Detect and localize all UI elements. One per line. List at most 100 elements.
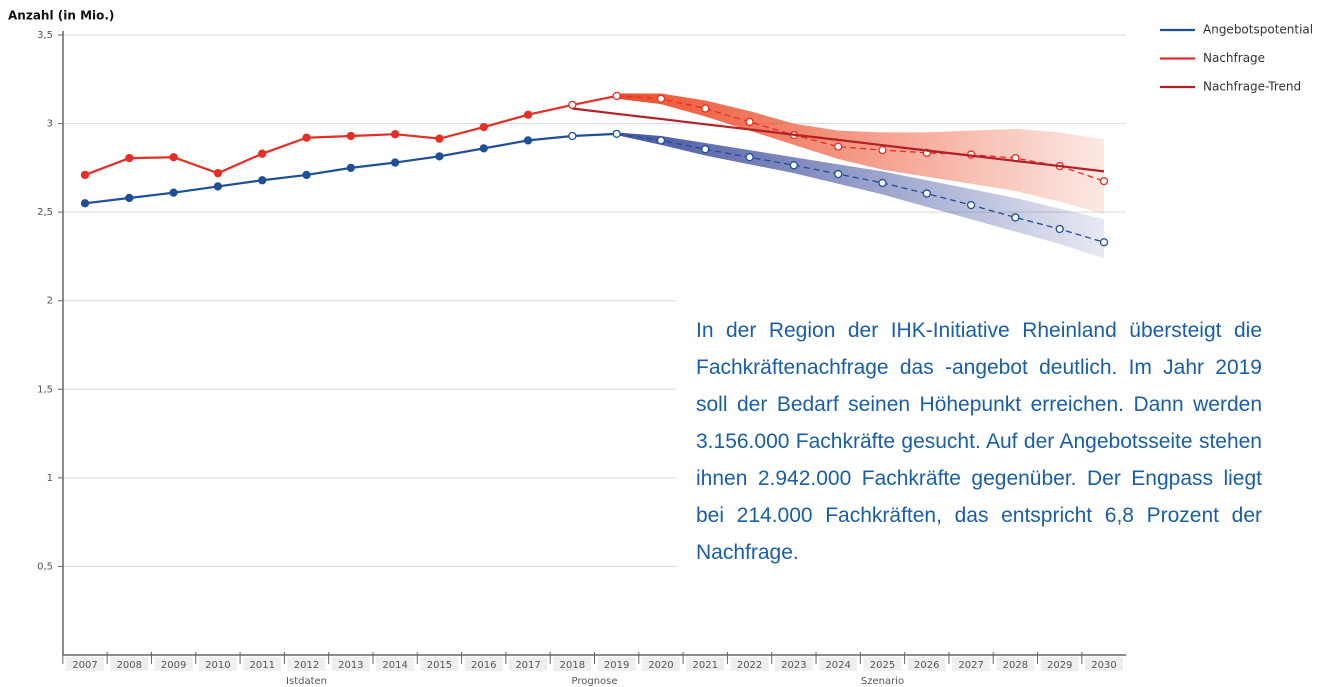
legend-label: Nachfrage bbox=[1203, 51, 1265, 65]
data-point bbox=[390, 158, 400, 167]
data-point bbox=[125, 193, 134, 203]
x-tick-label: 2008 bbox=[117, 660, 142, 671]
x-tick-box bbox=[730, 657, 769, 671]
data-point bbox=[213, 182, 223, 191]
x-tick-box bbox=[243, 657, 282, 671]
data-point bbox=[169, 153, 178, 162]
data-point bbox=[612, 91, 621, 101]
data-point bbox=[523, 136, 533, 145]
series-line bbox=[616, 133, 1105, 243]
y-tick-label: 3 bbox=[47, 119, 53, 130]
phase-label: Istdaten bbox=[286, 676, 327, 687]
data-point bbox=[435, 134, 444, 143]
data-point bbox=[834, 142, 843, 151]
y-tick-label: 0,5 bbox=[37, 561, 53, 572]
x-tick-box bbox=[819, 657, 858, 671]
x-tick-label: 2023 bbox=[781, 660, 806, 671]
data-point bbox=[80, 170, 90, 180]
data-point bbox=[1055, 224, 1064, 234]
data-point bbox=[1011, 213, 1020, 222]
x-tick-box bbox=[907, 657, 946, 671]
data-point bbox=[966, 200, 976, 210]
data-point bbox=[1099, 238, 1109, 247]
x-tick-box bbox=[1040, 657, 1079, 671]
data-point bbox=[1099, 176, 1109, 186]
x-tick-label: 2011 bbox=[249, 660, 274, 671]
y-tick-label: 2,5 bbox=[37, 207, 53, 218]
x-tick-box bbox=[863, 657, 902, 671]
x-tick-box bbox=[420, 657, 459, 671]
data-point bbox=[789, 161, 799, 170]
x-tick-label: 2012 bbox=[294, 660, 319, 671]
y-axis-label: Anzahl (in Mio.) bbox=[8, 9, 114, 23]
x-tick-label: 2009 bbox=[161, 660, 186, 671]
series-line bbox=[616, 95, 1105, 182]
x-tick-box bbox=[952, 657, 991, 671]
data-point bbox=[656, 94, 666, 103]
x-tick-label: 2025 bbox=[870, 660, 895, 671]
x-tick-label: 2020 bbox=[648, 660, 673, 671]
x-tick-label: 2022 bbox=[737, 660, 762, 671]
x-tick-box bbox=[66, 657, 104, 671]
series-line bbox=[572, 107, 1105, 173]
annotation: In der Region der IHK-Initiative Rheinla… bbox=[676, 298, 1280, 571]
data-point bbox=[745, 117, 754, 126]
x-tick-box bbox=[154, 657, 193, 671]
x-tick-label: 2010 bbox=[205, 660, 230, 671]
phase-label: Szenario bbox=[861, 676, 904, 687]
x-tick-label: 2019 bbox=[604, 660, 629, 671]
data-point bbox=[834, 169, 843, 179]
x-tick-box bbox=[597, 657, 636, 671]
y-tick-label: 1 bbox=[47, 473, 53, 484]
y-tick-label: 3,5 bbox=[37, 30, 53, 41]
x-tick-label: 2029 bbox=[1047, 660, 1072, 671]
x-tick-label: 2027 bbox=[958, 660, 983, 671]
x-tick-box bbox=[553, 657, 592, 671]
data-point bbox=[479, 144, 488, 153]
data-point bbox=[346, 163, 355, 173]
uncertainty-band bbox=[616, 132, 1104, 259]
data-point bbox=[125, 153, 134, 163]
data-point bbox=[169, 188, 178, 197]
data-point bbox=[213, 169, 223, 178]
data-point bbox=[80, 199, 90, 208]
x-tick-box bbox=[198, 657, 237, 671]
data-point bbox=[390, 130, 400, 139]
x-tick-label: 2024 bbox=[825, 660, 850, 671]
data-point bbox=[612, 129, 621, 138]
data-point bbox=[656, 136, 666, 145]
y-tick-label: 2 bbox=[47, 296, 53, 307]
x-tick-label: 2021 bbox=[693, 660, 718, 671]
data-point bbox=[523, 110, 533, 119]
uncertainty-band bbox=[616, 93, 1104, 214]
x-tick-label: 2014 bbox=[382, 660, 407, 671]
data-point bbox=[302, 170, 311, 180]
x-tick-label: 2017 bbox=[515, 660, 540, 671]
x-tick-label: 2018 bbox=[560, 660, 585, 671]
annotation-box: In der Region der IHK-Initiative Rheinla… bbox=[676, 298, 1280, 571]
x-tick-box bbox=[1085, 657, 1123, 671]
x-tick-box bbox=[331, 657, 370, 671]
x-tick-box bbox=[376, 657, 415, 671]
data-point bbox=[878, 178, 887, 188]
x-tick-box bbox=[509, 657, 548, 671]
data-point bbox=[435, 152, 444, 161]
data-point bbox=[346, 131, 355, 141]
x-tick-label: 2026 bbox=[914, 660, 939, 671]
data-point bbox=[258, 176, 267, 185]
x-tick-box bbox=[686, 657, 725, 671]
phase-label: Prognose bbox=[571, 676, 617, 687]
data-point bbox=[568, 100, 577, 110]
legend-label: Angebotspotential bbox=[1203, 23, 1313, 37]
data-point bbox=[302, 133, 311, 142]
data-point bbox=[745, 153, 754, 162]
legend-label: Nachfrage-Trend bbox=[1203, 80, 1301, 94]
data-point bbox=[701, 145, 710, 154]
data-point bbox=[701, 104, 710, 113]
x-tick-label: 2028 bbox=[1003, 660, 1028, 671]
data-point bbox=[878, 145, 887, 155]
x-tick-label: 2007 bbox=[72, 660, 97, 671]
x-tick-label: 2030 bbox=[1091, 660, 1116, 671]
y-tick-label: 1,5 bbox=[37, 384, 53, 395]
